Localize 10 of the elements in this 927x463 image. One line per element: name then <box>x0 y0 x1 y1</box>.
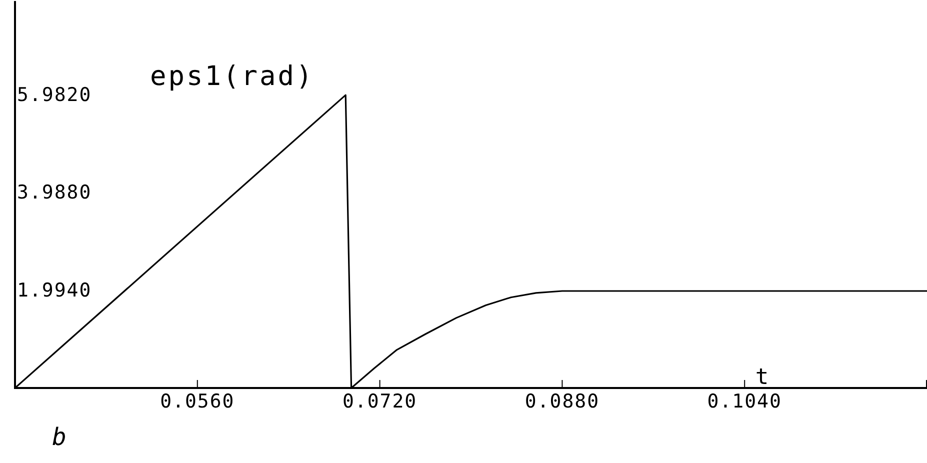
x-tick-label: 0.0560 <box>160 390 235 412</box>
y-tick-label: 1.9940 <box>17 279 92 302</box>
x-tick-label: 0.1040 <box>707 390 782 412</box>
y-tick-label: 5.9820 <box>17 84 92 106</box>
x-axis-title: t <box>755 365 769 390</box>
x-tick-label: 0.0720 <box>342 390 418 412</box>
y-tick-label: 3.9880 <box>17 182 92 204</box>
x-tick-label: 0.0880 <box>524 390 600 412</box>
text: b <box>52 423 66 451</box>
y-axis-title: eps1(rad) <box>150 61 314 92</box>
